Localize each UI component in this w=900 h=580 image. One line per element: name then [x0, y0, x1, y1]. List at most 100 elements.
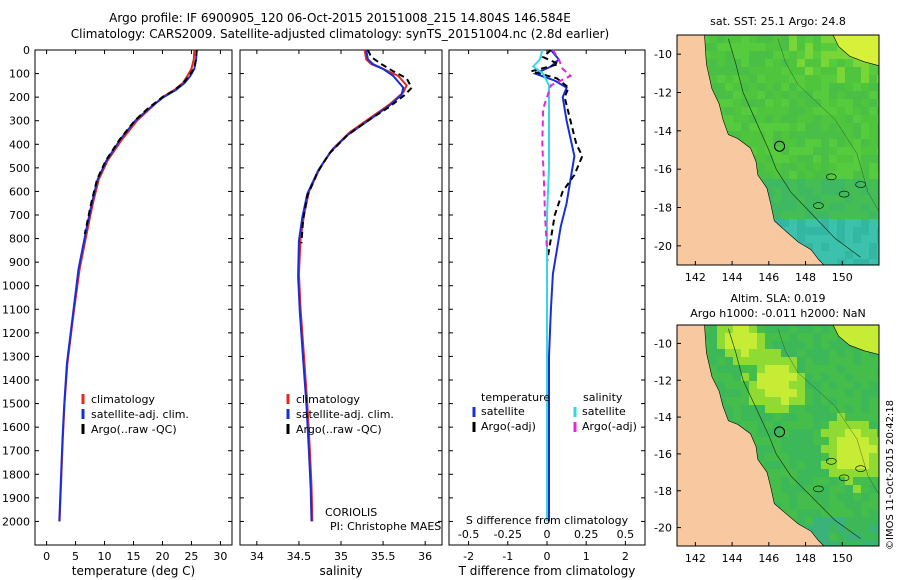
ocean-cell [789, 429, 797, 437]
lat-tick-label: -14 [654, 125, 672, 138]
map-frame [676, 34, 880, 266]
ocean-cell [845, 203, 853, 211]
ocean-cell [877, 445, 879, 453]
ocean-cell [749, 139, 757, 147]
ocean-cell [821, 123, 829, 131]
ocean-cell [861, 251, 869, 259]
ocean-cell [789, 373, 797, 381]
ocean-cell [821, 203, 829, 211]
ocean-cell [765, 357, 773, 365]
ocean-cell [813, 59, 821, 67]
ocean-cell [829, 365, 837, 373]
ocean-cell [869, 139, 877, 147]
ocean-cell [877, 219, 879, 227]
ocean-cell [813, 333, 821, 341]
ocean-cell [877, 397, 879, 405]
ocean-cell [861, 453, 869, 461]
ocean-cell [709, 59, 717, 67]
ocean-cell [805, 485, 813, 493]
ocean-cell [837, 397, 845, 405]
ocean-cell [877, 525, 879, 533]
ocean-cell [869, 235, 877, 243]
x-tick-label: 0 [544, 550, 551, 563]
ocean-cell [797, 187, 805, 195]
ocean-cell [821, 493, 829, 501]
ocean-cell [725, 349, 733, 357]
ocean-cell [877, 123, 879, 131]
ocean-cell [709, 83, 717, 91]
ocean-cell [733, 405, 741, 413]
ocean-cell [877, 195, 879, 203]
ocean-cell [861, 59, 869, 67]
ocean-cell [845, 83, 853, 91]
ocean-cell [845, 91, 853, 99]
ocean-cell [725, 341, 733, 349]
ocean-cell [853, 259, 861, 265]
ocean-cell [765, 461, 773, 469]
y-tick-label: 400 [9, 138, 30, 151]
ocean-cell [733, 67, 741, 75]
ocean-cell [805, 107, 813, 115]
ocean-cell [741, 405, 749, 413]
lon-tick-label: 148 [795, 271, 816, 284]
ocean-cell [757, 115, 765, 123]
ocean-cell [725, 83, 733, 91]
x2-tick-label: 0 [544, 528, 551, 541]
lat-tick-label: -10 [654, 337, 672, 350]
ocean-cell [869, 187, 877, 195]
legend-label: satellite [582, 405, 626, 418]
ocean-cell [749, 51, 757, 59]
ocean-cell [829, 147, 837, 155]
ocean-cell [717, 91, 725, 99]
ocean-cell [709, 43, 717, 51]
ocean-cell [773, 107, 781, 115]
ocean-cell [869, 195, 877, 203]
ocean-cell [741, 123, 749, 131]
ocean-cell [821, 485, 829, 493]
ocean-cell [797, 477, 805, 485]
plot-frame [239, 49, 443, 546]
ocean-cell [773, 461, 781, 469]
ocean-cell [861, 429, 869, 437]
ocean-cell [797, 235, 805, 243]
ocean-cell [749, 389, 757, 397]
ocean-cell [821, 131, 829, 139]
ocean-cell [741, 357, 749, 365]
ocean-cell [805, 477, 813, 485]
ocean-cell [853, 421, 861, 429]
ocean-cell [749, 421, 757, 429]
ocean-cell [781, 357, 789, 365]
ocean-cell [853, 147, 861, 155]
ocean-cell [861, 501, 869, 509]
ocean-cell [845, 243, 853, 251]
ocean-cell [773, 187, 781, 195]
ocean-cell [845, 123, 853, 131]
ocean-cell [861, 357, 869, 365]
ocean-cell [813, 83, 821, 91]
ocean-cell [789, 381, 797, 389]
ocean-cell [861, 107, 869, 115]
ocean-cell [821, 365, 829, 373]
ocean-cell [757, 453, 765, 461]
ocean-cell [837, 195, 845, 203]
ocean-cell [853, 357, 861, 365]
ocean-cell [821, 373, 829, 381]
ocean-cell [765, 325, 773, 333]
ocean-cell [829, 35, 837, 43]
ocean-cell [813, 107, 821, 115]
ocean-cell [813, 501, 821, 509]
ocean-cell [853, 509, 861, 517]
ocean-cell [813, 147, 821, 155]
ocean-cell [757, 373, 765, 381]
x-tick-label: 10 [98, 550, 112, 563]
ocean-cell [829, 179, 837, 187]
ocean-cell [749, 365, 757, 373]
ocean-cell [829, 493, 837, 501]
ocean-cell [861, 541, 869, 546]
ocean-cell [829, 59, 837, 67]
ocean-cell [805, 525, 813, 533]
ocean-cell [869, 67, 877, 75]
ocean-cell [853, 469, 861, 477]
ocean-cell [821, 357, 829, 365]
ocean-cell [805, 381, 813, 389]
